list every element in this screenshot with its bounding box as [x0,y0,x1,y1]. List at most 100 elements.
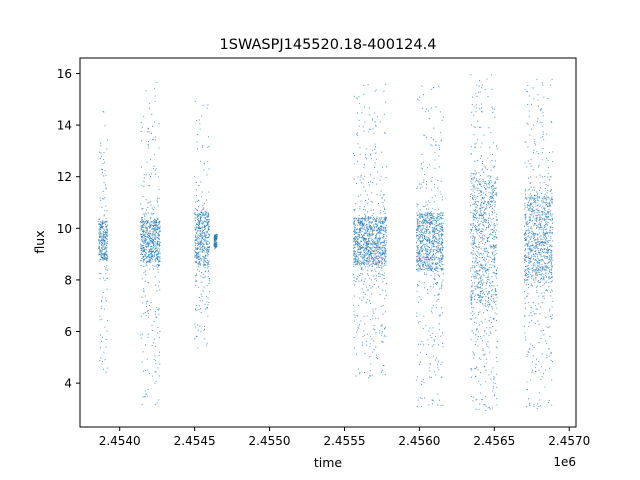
data-point [378,220,380,222]
data-point [496,361,498,363]
data-point [439,315,441,317]
data-point [103,236,105,238]
data-point [480,300,482,302]
data-point [150,302,152,304]
data-point [366,158,368,160]
data-point [440,226,442,228]
data-point [158,250,160,252]
data-point [430,286,432,288]
data-point [479,214,481,216]
data-point [200,235,201,237]
data-point [434,267,436,269]
data-point [378,228,379,229]
data-point [153,248,155,250]
data-point [379,273,381,275]
data-point [355,281,357,283]
data-point [423,232,424,234]
data-point [383,221,385,222]
data-point [435,249,437,251]
data-point [433,244,435,246]
data-point [437,242,439,244]
data-point [478,254,480,256]
data-point [496,270,497,272]
data-point [367,226,369,228]
data-point [418,263,419,265]
data-point [208,249,210,250]
data-point [379,261,380,263]
data-point [196,310,198,312]
data-point [380,260,382,262]
data-point [484,396,486,398]
data-point [379,246,381,248]
data-point [482,238,484,240]
data-point [197,329,199,331]
data-point [380,262,382,264]
data-point [145,240,147,242]
data-point [359,228,360,230]
data-point [429,239,431,241]
data-point [384,133,386,134]
data-point [151,233,153,235]
data-point [145,315,147,316]
data-point [205,220,207,222]
data-point [437,274,439,276]
data-point [364,232,366,234]
data-point [201,242,203,244]
data-point [98,218,100,220]
data-point [419,96,421,98]
data-point [158,313,160,315]
data-point [376,224,378,226]
data-point [215,242,217,244]
data-point [151,240,153,242]
data-point [495,195,497,197]
data-point [106,247,108,249]
data-point [432,256,434,258]
data-point [417,249,419,251]
data-point [475,217,477,219]
data-point [429,250,431,252]
data-point [430,137,432,139]
data-point [470,291,472,293]
data-point [360,241,362,243]
data-point [495,300,497,302]
data-point [354,218,355,219]
data-point [434,371,436,373]
data-point [146,393,148,395]
data-point [486,258,487,260]
data-point [155,239,156,240]
data-point [488,292,490,294]
data-point [155,345,157,347]
data-point [385,249,387,251]
data-point [369,221,371,222]
data-point [477,272,479,274]
data-point [196,254,198,256]
data-point [441,139,442,141]
data-point [214,243,216,244]
data-point [384,207,385,209]
data-point [476,213,478,215]
data-point [99,230,101,232]
data-point [437,250,438,252]
data-point [478,229,480,231]
data-point [438,241,440,243]
data-point [473,352,475,354]
data-point [544,188,546,189]
data-point [377,275,379,277]
data-point [426,244,428,246]
data-point [154,284,156,286]
data-point [486,250,488,252]
data-point [141,248,143,250]
data-point [484,200,485,202]
data-point [493,285,495,287]
data-point [149,232,151,234]
data-point [384,272,386,274]
data-point [369,240,370,242]
data-point [145,236,146,238]
data-point [353,280,355,281]
data-point [100,334,101,336]
data-point [378,252,380,254]
data-point [197,245,199,247]
data-point [155,250,157,252]
data-point [148,245,149,247]
data-point [140,217,142,219]
